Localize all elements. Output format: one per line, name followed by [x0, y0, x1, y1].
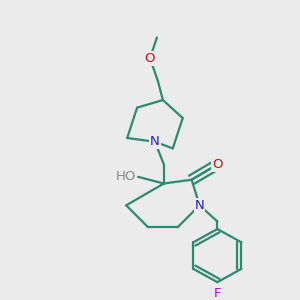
Text: HO: HO: [116, 170, 136, 183]
Text: F: F: [214, 287, 221, 300]
Text: O: O: [145, 52, 155, 65]
Text: N: N: [195, 199, 204, 212]
Text: N: N: [150, 135, 160, 148]
Text: O: O: [212, 158, 223, 171]
